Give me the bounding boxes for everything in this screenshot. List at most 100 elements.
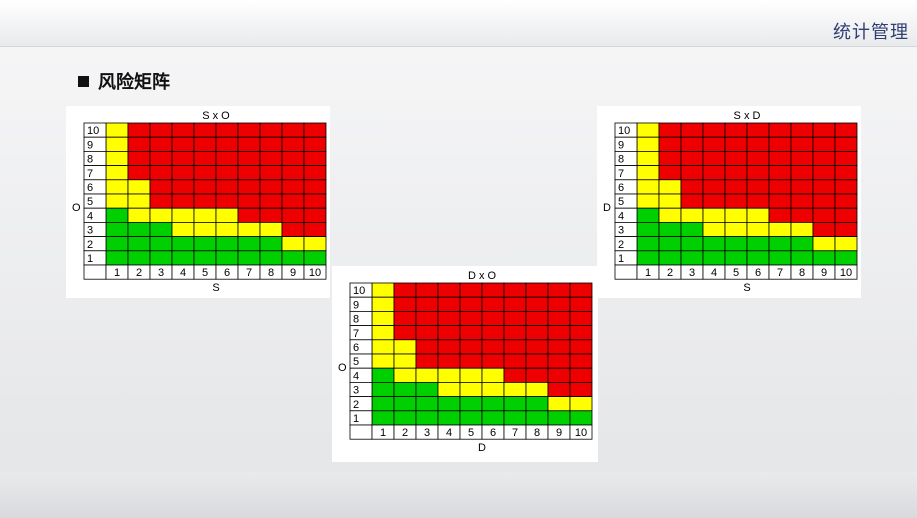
risk-cell-high (525, 325, 549, 341)
risk-cell-high (812, 136, 836, 152)
risk-cell-high (281, 222, 305, 238)
risk-cell-medium (127, 207, 151, 223)
matrix-s-x-d: S x D 10 9 8 7 6 5 4 3 2 1 1 2 3 4 5 6 7 8 9 10 S D (603, 110, 858, 294)
section-title: 风险矩阵 (98, 72, 170, 93)
risk-cell-high (149, 193, 173, 209)
risk-cell-low (105, 250, 129, 266)
risk-cell-low (415, 396, 439, 412)
risk-cell-high (259, 136, 283, 152)
risk-cell-medium (680, 207, 704, 223)
risk-cell-high (193, 179, 217, 195)
x-tick-label: 10 (309, 267, 321, 279)
y-tick-label: 10 (87, 125, 99, 137)
risk-cell-high (812, 165, 836, 181)
matrix-panel-d-x-o: D x O 10 9 8 7 6 5 4 3 2 1 1 2 3 4 5 6 7 8 9 10 D O (332, 266, 598, 462)
risk-cell-low (812, 250, 836, 266)
risk-cell-medium (127, 193, 151, 209)
x-axis-label: S (743, 282, 750, 294)
risk-cell-high (525, 296, 549, 312)
risk-cell-low (193, 250, 217, 266)
risk-cell-high (525, 353, 549, 369)
risk-cell-high (790, 207, 814, 223)
risk-cell-high (393, 325, 417, 341)
risk-cell-low (371, 382, 395, 398)
risk-cell-high (812, 207, 836, 223)
risk-cell-high (237, 165, 261, 181)
risk-cell-high (281, 179, 305, 195)
risk-cell-high (834, 207, 858, 223)
risk-cell-medium (724, 222, 748, 238)
x-tick-label: 8 (534, 427, 540, 439)
risk-cell-high (459, 311, 483, 327)
risk-cell-high (746, 165, 770, 181)
risk-cell-low (259, 250, 283, 266)
risk-cell-low (127, 236, 151, 252)
risk-cell-low (437, 396, 461, 412)
risk-cell-high (768, 179, 792, 195)
risk-cell-high (437, 339, 461, 355)
risk-cell-medium (459, 367, 483, 383)
risk-cell-medium (393, 339, 417, 355)
risk-cell-medium (171, 222, 195, 238)
y-axis-label: O (338, 362, 347, 374)
risk-cell-high (812, 193, 836, 209)
risk-cell-high (171, 122, 195, 138)
risk-cell-high (237, 179, 261, 195)
risk-cell-high (437, 353, 461, 369)
risk-cell-medium (237, 222, 261, 238)
x-tick-label: 7 (246, 267, 252, 279)
risk-cell-high (702, 122, 726, 138)
risk-cell-low (393, 382, 417, 398)
risk-cell-high (702, 151, 726, 167)
risk-cell-medium (393, 353, 417, 369)
risk-cell-low (149, 236, 173, 252)
risk-cell-low (702, 250, 726, 266)
risk-cell-high (259, 165, 283, 181)
risk-cell-medium (702, 207, 726, 223)
risk-cell-low (636, 222, 660, 238)
risk-cell-high (259, 193, 283, 209)
risk-cell-low (371, 367, 395, 383)
risk-cell-high (415, 282, 439, 298)
risk-cell-medium (303, 236, 327, 252)
x-tick-box (834, 264, 858, 280)
risk-cell-medium (127, 179, 151, 195)
risk-cell-low (636, 250, 660, 266)
risk-cell-high (149, 179, 173, 195)
risk-cell-low (281, 250, 305, 266)
risk-cell-high (724, 151, 748, 167)
bottom-banner (0, 472, 917, 518)
risk-cell-high (503, 282, 527, 298)
risk-cell-medium (105, 151, 129, 167)
risk-cell-low (127, 250, 151, 266)
y-tick-label: 3 (353, 385, 359, 397)
risk-cell-high (547, 296, 571, 312)
risk-cell-high (680, 165, 704, 181)
risk-cell-medium (636, 151, 660, 167)
risk-cell-medium (371, 282, 395, 298)
risk-cell-high (437, 311, 461, 327)
risk-cell-high (303, 151, 327, 167)
risk-cell-medium (371, 325, 395, 341)
risk-cell-high (481, 311, 505, 327)
y-tick-label: 6 (618, 182, 624, 194)
risk-cell-medium (547, 396, 571, 412)
risk-cell-high (569, 311, 593, 327)
x-tick-label: 1 (380, 427, 386, 439)
risk-cell-medium (259, 222, 283, 238)
y-tick-label: 3 (618, 225, 624, 237)
risk-cell-low (746, 250, 770, 266)
risk-cell-low (259, 236, 283, 252)
x-tick-label: 6 (490, 427, 496, 439)
risk-cell-low (415, 410, 439, 426)
risk-cell-medium (459, 382, 483, 398)
risk-cell-high (481, 353, 505, 369)
x-tick-label: 6 (755, 267, 761, 279)
risk-cell-low (503, 396, 527, 412)
risk-cell-medium (415, 367, 439, 383)
risk-cell-high (193, 193, 217, 209)
risk-cell-high (812, 179, 836, 195)
risk-cell-high (680, 122, 704, 138)
risk-cell-low (371, 410, 395, 426)
risk-cell-high (768, 193, 792, 209)
